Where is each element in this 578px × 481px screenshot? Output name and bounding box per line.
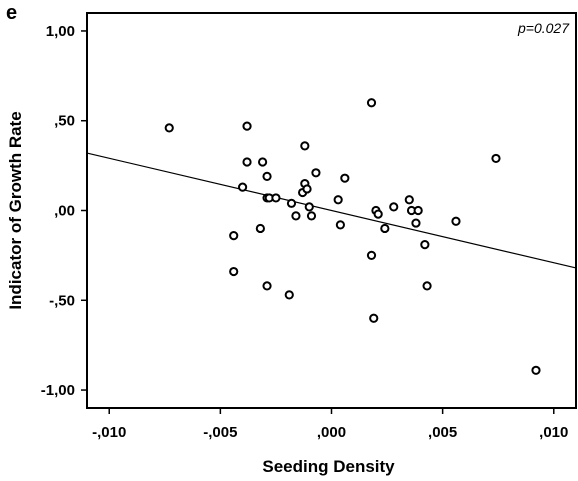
x-axis-ticks: -,010 -,005 ,000 ,005 ,010 [92,408,568,441]
data-point [262,281,272,291]
data-point [229,266,239,277]
data-point [164,123,174,133]
data-point [286,198,297,208]
data-point [255,223,265,234]
data-point [242,121,252,131]
data-point [306,211,317,221]
panel-letter: e [6,2,17,24]
data-point [340,173,350,183]
y-tick-label: -1,00 [41,382,75,399]
data-point [291,211,301,221]
data-point [413,205,423,216]
y-axis-ticks: 1,00 ,50 ,00 -,50 -1,00 [41,23,87,399]
y-tick-label: -,50 [49,292,75,309]
data-point [451,216,461,226]
data-point [242,157,252,167]
data-point [237,182,248,192]
data-point [284,290,294,300]
y-axis-title: Indicator of Growth Rate [6,111,25,309]
data-point [389,202,399,212]
x-tick-label: ,005 [428,424,457,441]
data-point [271,193,281,203]
data-points [164,98,541,375]
data-point [411,218,421,228]
regression-line [86,152,577,269]
data-point [229,231,239,241]
data-point [380,223,390,234]
data-point [373,209,383,219]
data-point [262,171,272,181]
data-point [333,195,343,205]
data-point [491,153,501,164]
data-point [257,157,268,167]
data-point [420,240,430,250]
x-axis-title: Seeding Density [262,457,395,476]
data-point [366,250,377,260]
x-tick-label: -,005 [203,424,237,441]
x-tick-label: ,000 [317,424,346,441]
p-value-annotation: p=0.027 [517,20,570,36]
data-point [335,220,345,230]
data-point [366,98,377,108]
data-point [422,281,432,291]
y-tick-label: ,00 [54,203,75,220]
data-point [300,141,310,151]
data-point [302,184,312,194]
data-point [304,202,314,212]
data-point [404,195,414,205]
data-point [531,365,541,375]
x-tick-label: ,010 [539,424,568,441]
x-tick-label: -,010 [92,424,126,441]
data-point [369,313,379,323]
data-point [311,168,321,178]
regression-line-group [86,152,577,269]
y-tick-label: ,50 [54,113,75,130]
y-tick-label: 1,00 [46,23,75,40]
